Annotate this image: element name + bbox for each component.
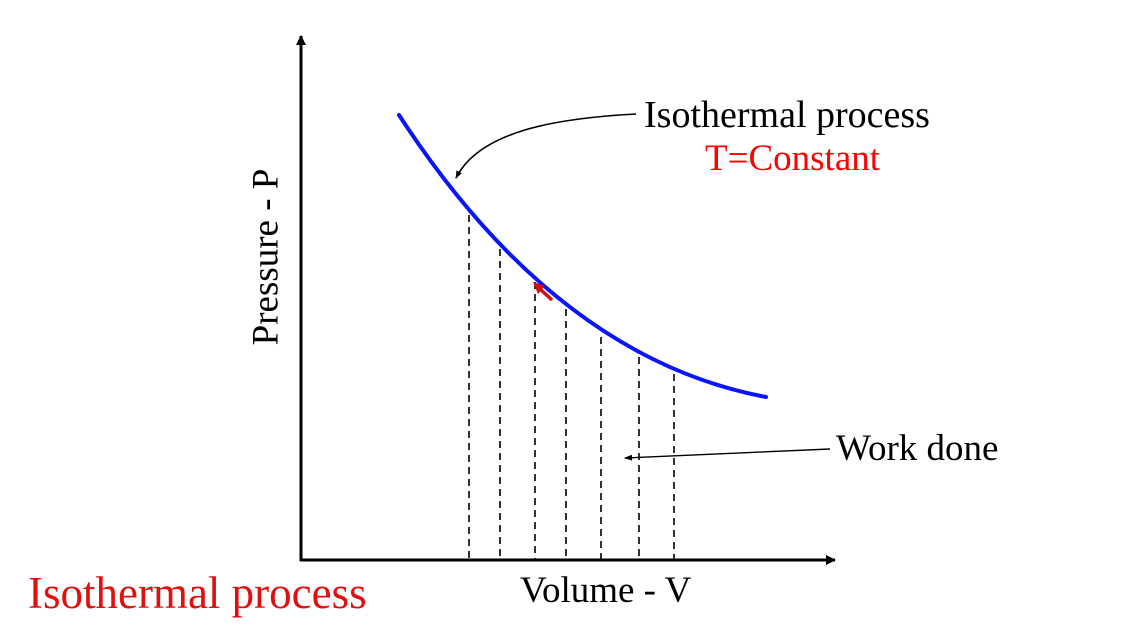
work-pointer-arrow: [624, 448, 831, 461]
caption: Isothermal process: [28, 568, 367, 618]
annotation-title: Isothermal process: [644, 94, 930, 136]
work-done-label: Work done: [836, 428, 999, 469]
isotherm-curve: [397, 113, 768, 399]
work-area-dashed-lines: [468, 215, 675, 560]
y-axis-label: Pressure - P: [245, 168, 287, 346]
direction-arrow: [533, 282, 554, 302]
x-axis-label: Volume - V: [520, 570, 692, 611]
annotation-pointer-arrow: [455, 113, 637, 179]
annotation-condition: T=Constant: [705, 138, 881, 179]
